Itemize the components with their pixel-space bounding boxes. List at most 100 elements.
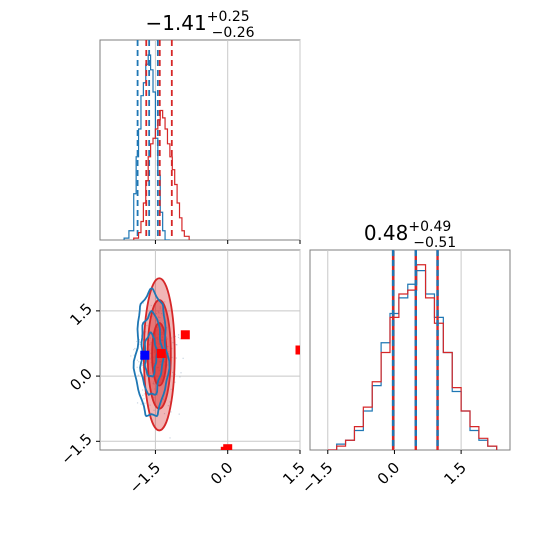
sample-point [136,402,139,404]
sample-point [133,349,135,351]
sample-point [130,355,132,357]
sample-point [149,358,152,360]
sample-point [177,336,180,339]
sample-point [158,312,160,314]
sample-point [179,338,181,340]
y-tick-label: 1.5 [66,300,96,330]
sample-point [150,352,152,354]
red-square-marker [295,345,300,355]
hist-panel-param1-grid [154,40,301,240]
sample-point [159,306,161,308]
sample-point [167,405,169,407]
sample-point [155,320,157,322]
sample-point [154,388,156,390]
x-tick-label: 0.0 [374,459,404,489]
sample-point [180,372,182,374]
red-square-marker [156,348,166,358]
sample-point [134,347,136,350]
blue-square-marker [140,350,150,360]
hist-panel-param2-grid [327,250,462,450]
sample-point [153,381,155,383]
sample-point [141,364,143,366]
title-param2: 0.48+0.49 −0.51 [364,219,456,251]
sample-point [167,352,170,355]
sample-point [174,335,177,338]
sample-point [138,361,140,363]
sample-point [165,336,167,338]
sample-point [168,351,170,353]
red-square-marker [223,444,233,450]
contour-series-2-level-1 [132,287,171,418]
sample-point [150,304,152,307]
title-param1: −1.41+0.25 −0.26 [145,9,254,41]
sample-point [139,343,141,346]
sample-point [153,383,155,385]
sample-point [149,337,151,339]
joint-panel-content [130,277,300,450]
sample-point [170,388,172,390]
sample-point [141,363,143,365]
sample-point [159,320,161,322]
sample-point [149,349,151,351]
histogram-series-2 [133,109,190,240]
sample-point [153,382,155,384]
hist-panel-param1: −1.41+0.25 −0.26 [99,9,301,244]
sample-point [157,311,160,313]
joint-panel: −1.5 0.0 1.51.50.0−1.5 [57,249,309,497]
sample-point [178,334,180,336]
sample-point [162,398,165,400]
hist-panel-param2-content [327,250,498,450]
sample-point [157,316,160,318]
sample-point [166,327,168,329]
sample-point [143,398,145,400]
sample-point [167,346,169,348]
x-tick-label: −1.5 [126,459,164,497]
sample-point [138,339,140,341]
sample-point [148,344,151,346]
sample-point [178,413,180,415]
sample-point [136,359,139,361]
sample-point [144,331,147,333]
hist-panel-param2: −1.5 0.0 1.5 0.48+0.49 −0.51 [298,219,511,497]
sample-point [171,356,173,359]
x-tick-label: 1.5 [440,459,470,489]
sample-point [148,339,150,341]
sample-point [169,437,171,439]
y-tick-label: 0.0 [66,365,96,395]
x-tick-label: −1.5 [298,459,336,497]
sample-point [163,327,165,329]
sample-point [151,315,153,317]
sample-point [175,343,177,346]
joint-panel-grid [100,250,301,450]
sample-point [159,316,161,319]
sample-point [149,404,151,406]
sample-point [170,411,172,413]
sample-point [150,342,152,344]
sample-point [164,301,166,303]
sample-point [133,354,135,356]
sample-point [162,322,164,324]
x-tick-label: 0.0 [207,459,237,489]
hist-panel-param1-ticks [154,240,301,244]
sample-point [153,409,155,411]
sample-point [166,338,168,340]
sample-point [142,394,144,396]
sample-point [144,402,146,404]
sample-point [137,374,140,376]
sample-point [171,371,174,374]
sample-point [136,366,138,368]
sample-point [159,308,161,310]
sample-point [150,361,152,364]
histogram-series-1 [123,54,170,240]
hist-panel-param1-content [123,40,190,240]
sample-point [182,357,184,359]
sample-point [175,357,177,359]
sample-point [150,372,152,374]
sample-point [143,393,146,395]
sample-point [149,343,151,345]
sample-point [139,341,142,343]
sample-point [153,396,155,399]
y-tick-label: −1.5 [57,430,95,468]
sample-point [135,348,137,350]
